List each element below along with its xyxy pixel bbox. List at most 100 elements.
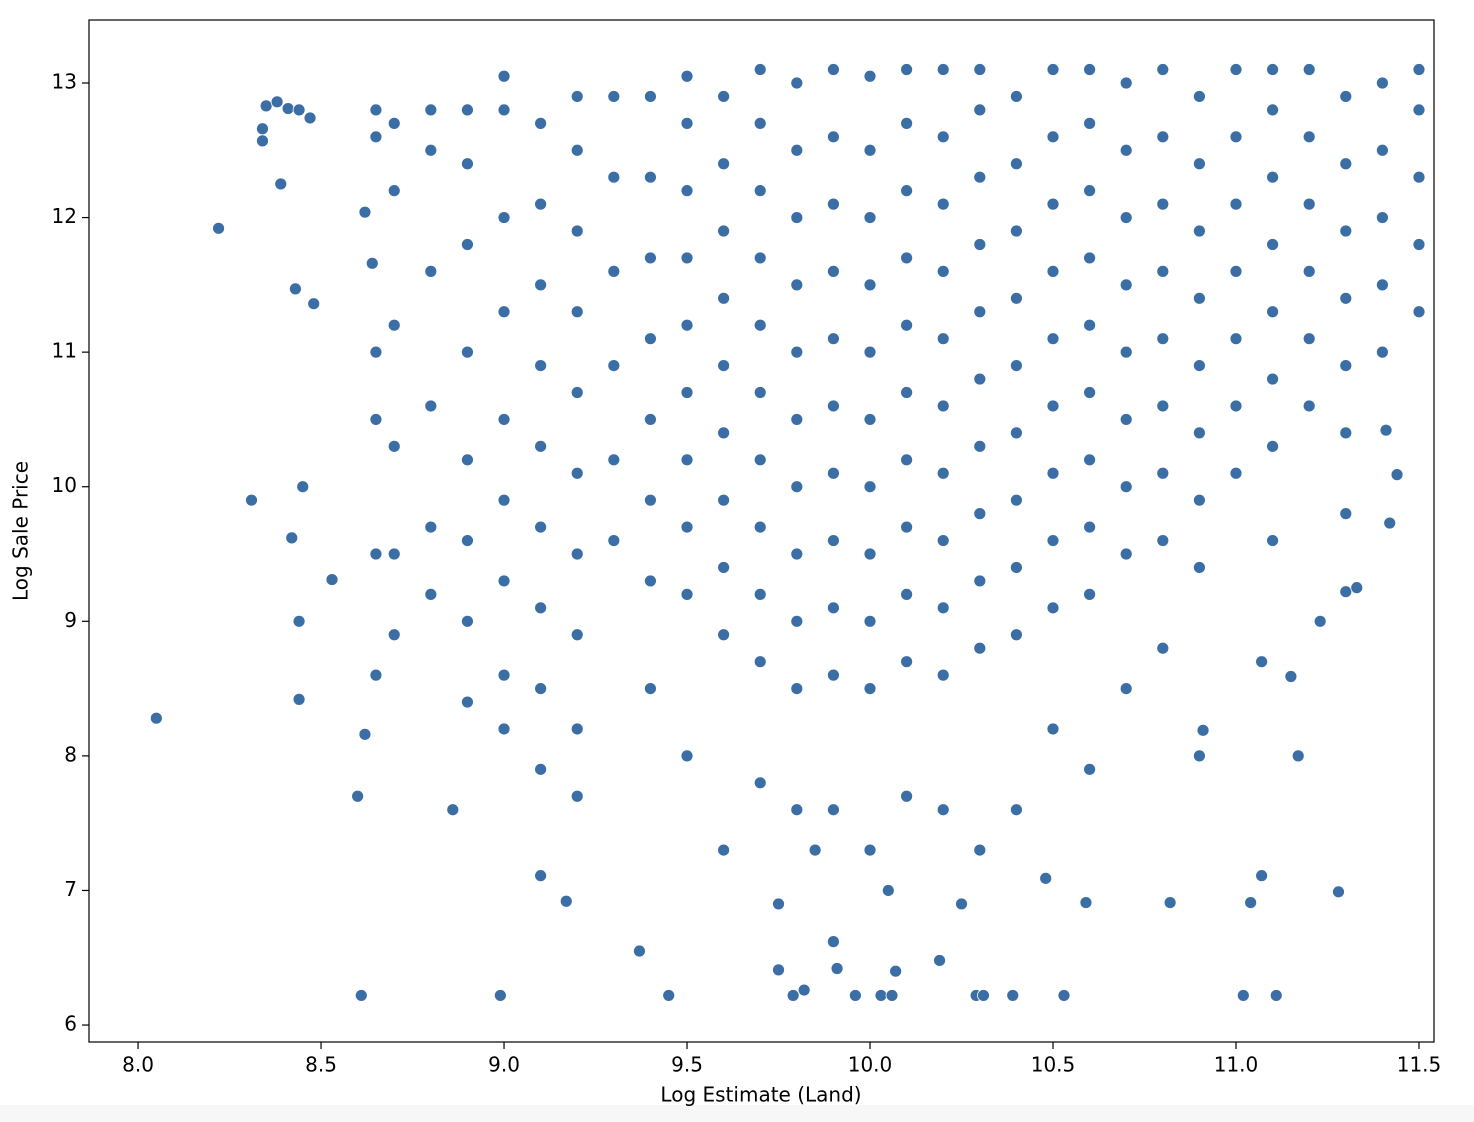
x-tick-label: 10.0 [848, 1053, 893, 1077]
point [753, 776, 767, 790]
point [797, 983, 811, 997]
point [1302, 197, 1316, 211]
point [973, 103, 987, 117]
point [461, 238, 474, 251]
point [270, 95, 284, 109]
point [424, 399, 438, 413]
point [863, 614, 877, 628]
point [1375, 278, 1389, 292]
point [827, 399, 840, 413]
x-axis-label: Log Estimate (Land) [660, 1083, 861, 1107]
point [1244, 896, 1258, 909]
point [1339, 157, 1353, 171]
point [1010, 157, 1023, 171]
point [607, 534, 621, 547]
point [1119, 278, 1133, 292]
point [1010, 359, 1023, 373]
point [936, 332, 950, 346]
point [863, 211, 877, 224]
point [461, 614, 474, 628]
point [1083, 116, 1097, 130]
point [534, 439, 548, 453]
point [387, 547, 401, 561]
point [1375, 345, 1389, 359]
point [1302, 264, 1316, 278]
point [1010, 291, 1023, 305]
point [354, 989, 368, 1002]
point [358, 205, 372, 219]
point [1390, 468, 1404, 482]
point [1193, 749, 1206, 763]
point [644, 251, 657, 265]
point [973, 574, 987, 588]
point [717, 224, 731, 238]
point [790, 803, 804, 817]
point [534, 116, 548, 130]
point [644, 170, 657, 184]
point [936, 399, 950, 413]
point [827, 264, 840, 278]
point [1193, 359, 1206, 373]
point [790, 278, 804, 292]
point [534, 869, 548, 883]
point [863, 547, 877, 561]
point [1057, 989, 1071, 1002]
point [303, 111, 317, 125]
point [497, 722, 511, 736]
point [534, 520, 548, 534]
point [570, 90, 584, 103]
point [424, 143, 438, 157]
point [900, 386, 914, 399]
point [1339, 90, 1353, 103]
point [680, 520, 694, 534]
point [534, 278, 548, 292]
point [1313, 614, 1327, 628]
point [973, 305, 987, 319]
point [570, 722, 584, 736]
point [973, 843, 987, 857]
point [1119, 143, 1133, 157]
y-tick-label: 6 [64, 1012, 77, 1036]
point [461, 695, 474, 709]
point [1339, 507, 1353, 521]
point [570, 628, 584, 642]
point [292, 103, 306, 117]
footer-band [0, 1105, 1474, 1122]
point [662, 989, 676, 1002]
point [790, 345, 804, 359]
point [1193, 291, 1206, 305]
point [644, 493, 657, 507]
point [753, 587, 767, 601]
point [717, 90, 731, 103]
point [680, 116, 694, 130]
point [1229, 63, 1243, 76]
point [1266, 305, 1279, 319]
point [1156, 63, 1170, 76]
point [1412, 170, 1426, 184]
point [296, 480, 310, 494]
point [790, 480, 804, 494]
point [827, 668, 840, 682]
point [369, 345, 383, 359]
point [1332, 885, 1345, 899]
point [1119, 682, 1133, 695]
point [1119, 480, 1133, 494]
point [570, 789, 584, 803]
point [534, 682, 548, 695]
point [292, 614, 306, 628]
point [633, 944, 646, 958]
point [1156, 399, 1170, 413]
point [461, 453, 474, 467]
point [1046, 722, 1060, 736]
point [1156, 264, 1170, 278]
point [1046, 601, 1060, 615]
point [387, 116, 401, 130]
point [900, 453, 914, 467]
point [1083, 386, 1097, 399]
point [973, 238, 987, 251]
point [1083, 762, 1097, 776]
point [786, 989, 800, 1002]
plot-frame [88, 19, 1435, 1043]
point [680, 318, 694, 332]
point [607, 264, 621, 278]
